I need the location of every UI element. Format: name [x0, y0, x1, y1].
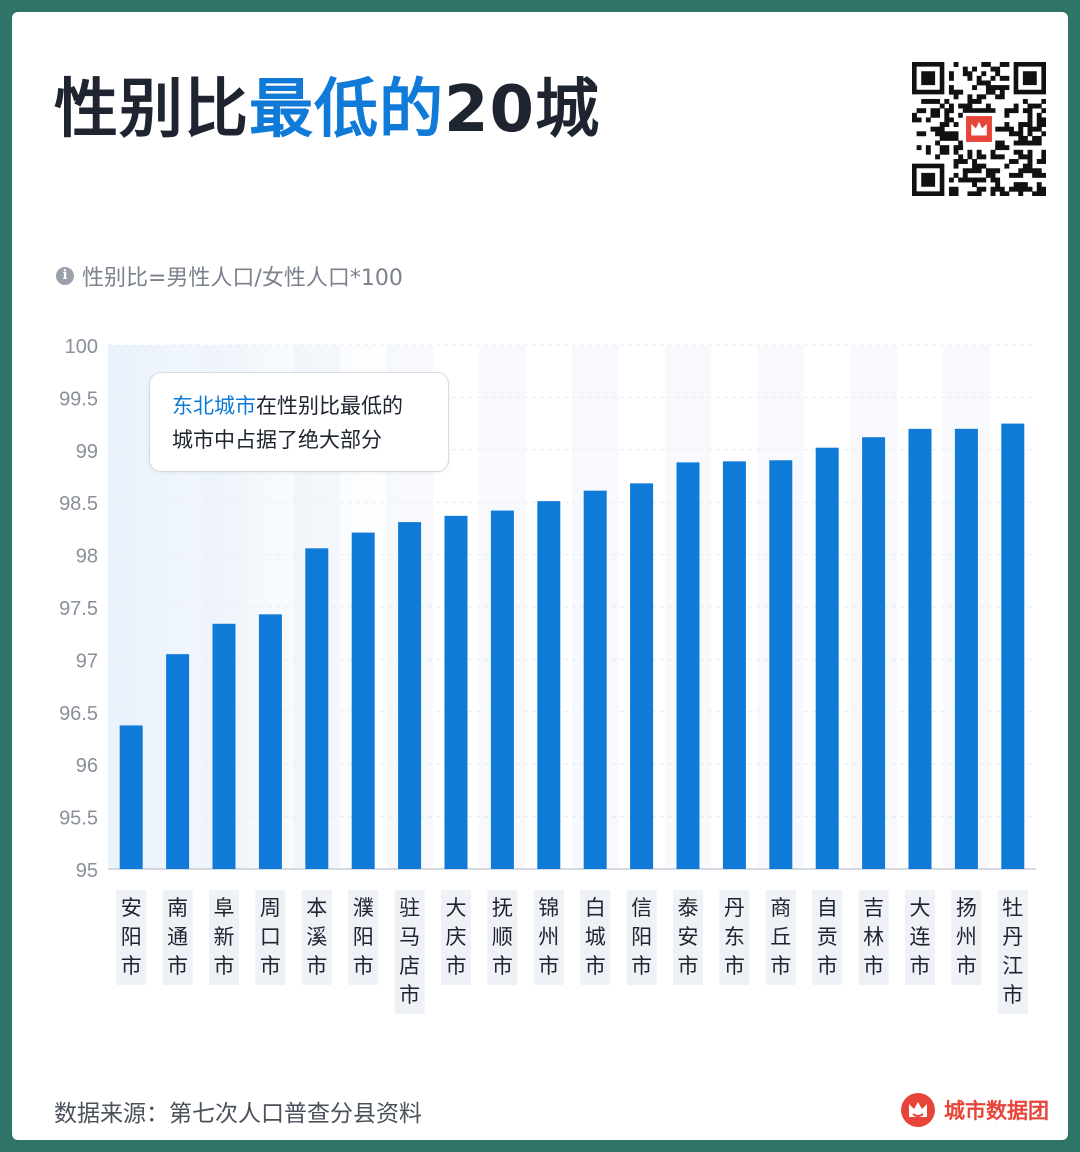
chart-card: 性别比最低的20城 i 性别比=男性人口/女性人口*100 95 95.5 96 96…: [12, 12, 1068, 1140]
x-label-bg: [533, 890, 564, 985]
x-label-bg: [812, 890, 843, 985]
x-tick-label: 扬州市: [956, 896, 977, 978]
brand-name: 城市数据团: [944, 1099, 1049, 1123]
bar: [630, 483, 654, 869]
y-tick-label: 97: [76, 650, 98, 672]
x-label-bg: [255, 890, 286, 985]
brand: 城市数据团: [900, 1092, 1049, 1128]
annotation-callout: 东北城市在性别比最低的 城市中占据了绝大部分: [149, 372, 449, 472]
bar: [676, 462, 700, 869]
y-tick-label: 99.5: [59, 388, 98, 410]
x-label-bg: [116, 890, 147, 985]
x-label-bg: [394, 890, 425, 1014]
callout-highlight: 东北城市: [172, 394, 256, 418]
x-label-bg: [580, 890, 611, 985]
info-icon: i: [56, 267, 74, 285]
y-tick-label: 100: [65, 336, 98, 358]
formula-text: 性别比=男性人口/女性人口*100: [82, 266, 403, 291]
x-label-bg: [858, 890, 889, 985]
x-tick-label: 本溪市: [306, 896, 327, 978]
bar: [537, 501, 561, 869]
y-tick-label: 96.5: [59, 703, 98, 725]
x-label-bg: [301, 890, 332, 985]
bar: [398, 522, 422, 869]
y-tick-label: 98.5: [59, 493, 98, 515]
x-label-bg: [348, 890, 379, 985]
bar: [490, 510, 514, 869]
title-accent: 最低的: [249, 73, 444, 147]
x-tick-label: 白城市: [585, 896, 606, 978]
callout-line1-rest: 在性别比最低的: [256, 394, 403, 418]
title-part1: 性别比: [54, 73, 249, 147]
bar: [722, 461, 746, 869]
brand-logo-icon: [901, 1093, 935, 1127]
x-tick-label: 牡丹江市: [1002, 896, 1023, 1007]
x-label-bg: [905, 890, 935, 985]
x-label-bg: [487, 890, 518, 985]
qr-code-icon: [912, 62, 1046, 196]
callout-line1: 东北城市在性别比最低的: [172, 389, 448, 423]
x-label-bg: [441, 890, 471, 985]
bar: [212, 623, 236, 869]
bar: [166, 654, 190, 869]
x-tick-label: 大连市: [910, 896, 931, 978]
x-label-bg: [997, 890, 1028, 1014]
callout-line2: 城市中占据了绝大部分: [172, 428, 382, 452]
x-tick-label: 自贡市: [817, 896, 838, 978]
bar: [815, 447, 839, 869]
x-label-bg: [209, 890, 239, 985]
bar: [954, 428, 978, 869]
y-tick-label: 99: [76, 441, 98, 463]
x-label-bg: [951, 890, 982, 985]
data-source: 数据来源：第七次人口普查分县资料: [54, 1101, 422, 1127]
y-tick-label: 95: [76, 860, 98, 882]
x-tick-label: 濮阳市: [353, 896, 374, 978]
y-tick-label: 96: [76, 755, 98, 777]
bar: [908, 428, 932, 869]
bar-chart: 95 95.5 96 96.5 97 97.5 98 98.5 99 99.5 100 安阳市 南通市 阜…: [59, 336, 1036, 1014]
y-tick-label: 97.5: [59, 598, 98, 620]
bar: [862, 437, 886, 869]
x-tick-label: 驻马店市: [399, 896, 420, 1007]
x-tick-label: 吉林市: [863, 896, 884, 978]
x-tick-label: 南通市: [167, 896, 188, 978]
x-label-bg: [719, 890, 750, 985]
bar: [351, 532, 375, 869]
title-part2: 20城: [444, 73, 601, 147]
x-tick-label: 商丘市: [770, 896, 791, 978]
x-tick-label: 安阳市: [121, 896, 142, 978]
bar: [583, 490, 607, 869]
x-tick-label: 阜新市: [214, 896, 235, 978]
x-tick-label: 抚顺市: [492, 896, 513, 978]
formula-note: i 性别比=男性人口/女性人口*100: [56, 260, 403, 292]
x-label-bg: [765, 890, 796, 985]
page-title: 性别比最低的20城: [54, 70, 600, 150]
x-tick-label: 泰安市: [678, 896, 699, 978]
x-tick-label: 锦州市: [538, 896, 559, 978]
bar: [305, 548, 329, 869]
y-tick-label: 95.5: [59, 808, 98, 830]
x-tick-label: 周口市: [260, 896, 281, 978]
x-label-bg: [162, 890, 193, 985]
bar: [444, 515, 468, 869]
x-tick-label: 丹东市: [724, 896, 745, 978]
x-label-bg: [626, 890, 657, 985]
bar: [258, 614, 282, 869]
x-label-bg: [673, 890, 703, 985]
bar: [119, 725, 143, 869]
x-tick-label: 信阳市: [631, 896, 652, 978]
y-tick-label: 98: [76, 546, 98, 568]
x-tick-label: 大庆市: [446, 896, 467, 978]
bar: [1001, 423, 1025, 869]
bar: [769, 460, 793, 869]
